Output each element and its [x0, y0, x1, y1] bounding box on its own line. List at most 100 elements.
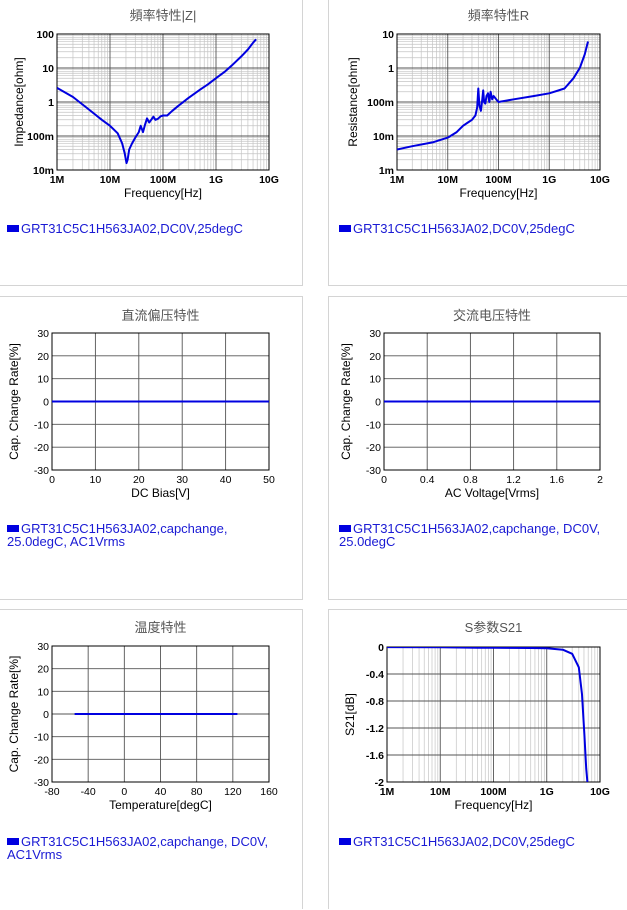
chart-title: 頻率特性|Z|: [130, 8, 197, 23]
x-axis-label: AC Voltage[Vrms]: [445, 486, 539, 500]
x-tick-label: 2: [597, 474, 603, 486]
chart-panel-dc-bias: 直流偏压特性 0 10 20 30 40 50 -30 -20 -10 0 10 20 30 DC Bias…: [0, 296, 303, 600]
chart-panel-s21: S参数S21 1M 10M 100M 1G 10G -2 -1.6 -1.2 -0.8 -0.4 0 F…: [328, 609, 627, 909]
y-tick-label: 100m: [27, 131, 54, 143]
legend: GRT31C5C1H563JA02,DC0V,25degC: [339, 222, 624, 235]
y-tick-label: -10: [34, 732, 49, 744]
legend-label: GRT31C5C1H563JA02,DC0V,25degC: [353, 221, 575, 236]
chart-title: S参数S21: [465, 620, 523, 635]
y-tick-label: 20: [37, 664, 49, 676]
y-tick-label: 30: [369, 328, 381, 340]
legend: GRT31C5C1H563JA02,capchange, 25.0degC, A…: [7, 522, 267, 548]
legend-swatch: [339, 525, 351, 532]
y-tick-label: 1: [48, 97, 54, 109]
y-tick-label: -1.2: [366, 723, 384, 735]
x-tick-label: 100M: [480, 786, 507, 798]
x-tick-label: 100M: [150, 174, 177, 186]
x-tick-label: 0.4: [420, 474, 435, 486]
plot-frame: [56, 33, 270, 171]
x-tick-label: -40: [81, 786, 96, 798]
x-tick-label: 40: [220, 474, 232, 486]
x-tick-label: 1M: [390, 174, 405, 186]
y-tick-label: -30: [34, 777, 49, 789]
y-tick-label: 1m: [379, 165, 394, 177]
x-tick-label: 0: [49, 474, 55, 486]
legend-label: GRT31C5C1H563JA02,DC0V,25degC: [21, 221, 243, 236]
y-axis-label: Impedance[ohm]: [12, 57, 26, 146]
y-tick-label: 30: [37, 641, 49, 653]
series-line: [387, 647, 589, 782]
legend-swatch: [7, 525, 19, 532]
x-axis-label: DC Bias[V]: [131, 486, 190, 500]
impedance-chart: 頻率特性|Z| 1M 10M 100M 1G 10G 10m 100m 1 10 100 Freque…: [12, 8, 279, 200]
x-tick-label: 1.6: [549, 474, 564, 486]
legend: GRT31C5C1H563JA02,capchange, DC0V, AC1Vr…: [7, 835, 282, 861]
plot-frame: [396, 33, 601, 171]
y-tick-label: 1: [388, 63, 394, 75]
y-tick-label: 10: [369, 374, 381, 386]
x-tick-label: 50: [263, 474, 275, 486]
chart-panel-ac-voltage: 交流电压特性 0 0.4 0.8 1.2 1.6 2 -30 -20 -10 0 10 20 30 AC V…: [328, 296, 627, 600]
y-tick-label: 10m: [33, 165, 54, 177]
chart-panel-resistance: 頻率特性R 1M 10M 100M 1G 10G 1m 10m 100m 1 10 Frequency…: [328, 0, 627, 286]
legend-label: GRT31C5C1H563JA02,capchange, DC0V, AC1Vr…: [7, 834, 269, 862]
resistance-chart: 頻率特性R 1M 10M 100M 1G 10G 1m 10m 100m 1 10 Frequency…: [346, 8, 610, 200]
y-tick-label: -2: [375, 777, 384, 789]
x-tick-label: 10M: [430, 786, 451, 798]
y-tick-label: 0: [375, 397, 381, 409]
y-tick-label: 20: [369, 351, 381, 363]
y-tick-label: -30: [34, 465, 49, 477]
x-tick-label: 30: [176, 474, 188, 486]
x-axis-label: Frequency[Hz]: [454, 798, 532, 812]
series-line: [57, 38, 257, 165]
legend-swatch: [7, 225, 19, 232]
y-tick-label: 10: [37, 686, 49, 698]
y-tick-label: 0: [43, 709, 49, 721]
x-tick-label: 120: [224, 786, 242, 798]
chart-title: 交流电压特性: [453, 308, 531, 323]
x-tick-label: -80: [44, 786, 59, 798]
y-tick-label: 10: [382, 29, 394, 41]
y-tick-label: -20: [366, 442, 381, 454]
legend: GRT31C5C1H563JA02,DC0V,25degC: [339, 835, 624, 848]
legend-label: GRT31C5C1H563JA02,DC0V,25degC: [353, 834, 575, 849]
x-axis-label: Frequency[Hz]: [459, 186, 537, 200]
y-axis-label: Cap. Change Rate[%]: [339, 343, 353, 460]
y-tick-label: -10: [366, 419, 381, 431]
x-tick-label: 0: [121, 786, 127, 798]
x-tick-label: 1.2: [506, 474, 521, 486]
y-tick-label: 30: [37, 328, 49, 340]
x-tick-label: 80: [191, 786, 203, 798]
chart-title: 温度特性: [134, 620, 186, 635]
legend-swatch: [339, 225, 351, 232]
chart-panel-impedance: 頻率特性|Z| 1M 10M 100M 1G 10G 10m 100m 1 10 100 Freque…: [0, 0, 303, 286]
y-tick-label: 10m: [373, 131, 394, 143]
y-axis-label: S21[dB]: [343, 693, 357, 736]
legend-label: GRT31C5C1H563JA02,capchange, DC0V, 25.0d…: [339, 521, 601, 549]
s21-chart: S参数S21 1M 10M 100M 1G 10G -2 -1.6 -1.2 -0.8 -0.4 0 F…: [343, 620, 610, 812]
x-tick-label: 1G: [540, 786, 554, 798]
legend: GRT31C5C1H563JA02,DC0V,25degC: [7, 222, 297, 235]
y-tick-label: -0.4: [366, 669, 384, 681]
chart-panel-temperature: 温度特性 -80 -40 0 40 80 120 160 -30 -20 -10 0 10 20 30 Tem…: [0, 609, 303, 909]
y-axis-label: Cap. Change Rate[%]: [7, 343, 21, 460]
y-tick-label: -30: [366, 465, 381, 477]
x-tick-label: 10: [90, 474, 102, 486]
x-axis-label: Temperature[degC]: [109, 798, 212, 812]
temperature-chart: 温度特性 -80 -40 0 40 80 120 160 -30 -20 -10 0 10 20 30 Tem…: [7, 620, 278, 812]
y-tick-label: -0.8: [366, 696, 384, 708]
x-tick-label: 1M: [50, 174, 65, 186]
x-tick-label: 1G: [209, 174, 223, 186]
y-tick-label: -10: [34, 419, 49, 431]
y-axis-label: Cap. Change Rate[%]: [7, 656, 21, 773]
y-tick-label: 20: [37, 351, 49, 363]
x-tick-label: 40: [155, 786, 167, 798]
x-tick-label: 20: [133, 474, 145, 486]
x-tick-label: 100M: [485, 174, 512, 186]
x-tick-label: 1M: [380, 786, 395, 798]
y-tick-label: 10: [37, 374, 49, 386]
y-tick-label: 0: [43, 397, 49, 409]
x-tick-label: 10M: [438, 174, 459, 186]
x-tick-label: 10G: [590, 786, 610, 798]
